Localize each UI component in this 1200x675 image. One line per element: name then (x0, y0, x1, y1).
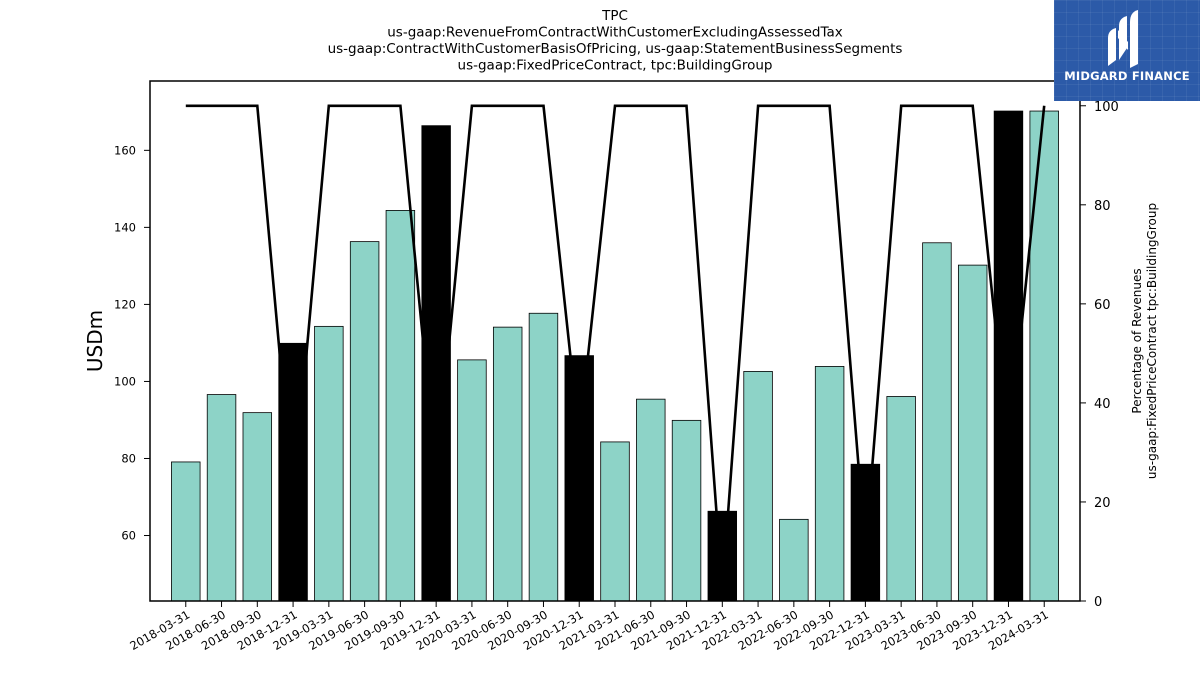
bar (171, 461, 201, 602)
bar (349, 241, 380, 602)
bar (636, 398, 666, 602)
right-axis-ticks: 0 20 40 60 80 100 (1080, 100, 1119, 610)
bar (779, 518, 809, 602)
midgard-finance-logo: MIDGARD FINANCE (1054, 0, 1200, 101)
y2-axis-label-line: us-gaap:FixedPriceContract tpc:BuildingG… (1145, 203, 1159, 479)
bar (922, 242, 952, 602)
midgard-logo-icon (1108, 10, 1138, 68)
line-series (185, 104, 1046, 592)
bar (492, 326, 523, 602)
bar (457, 359, 487, 602)
bar-series (171, 110, 1059, 602)
bar (564, 355, 594, 602)
bar (814, 366, 845, 602)
y-tick-label: 60 (121, 529, 136, 543)
title-line: TPC (601, 8, 628, 24)
bar (671, 419, 702, 602)
y2-tick-label: 20 (1094, 496, 1111, 511)
percentage-line (185, 104, 1046, 592)
y2-tick-label: 0 (1094, 595, 1102, 610)
chart-title: TPCus-gaap:RevenueFromContractWithCustom… (328, 8, 903, 74)
y-tick-label: 80 (121, 451, 136, 465)
y2-axis-label-line: Percentage of Revenues (1130, 268, 1144, 413)
x-axis-ticks: 2018-03-312018-06-302018-09-302018-12-31… (127, 601, 1051, 653)
y2-tick-label: 40 (1094, 397, 1111, 412)
bar (242, 412, 273, 602)
bar (206, 394, 237, 602)
bar (528, 312, 559, 602)
y-tick-label: 140 (114, 220, 136, 234)
bar (743, 371, 773, 602)
y-tick-label: 100 (114, 374, 136, 388)
y-axis-label: USDm (83, 310, 107, 372)
title-line: us-gaap:FixedPriceContract, tpc:Building… (458, 58, 773, 74)
bar (600, 441, 630, 602)
logo-text: MIDGARD FINANCE (1064, 69, 1190, 83)
y2-tick-label: 80 (1094, 199, 1111, 214)
bar (1029, 110, 1059, 602)
bar (850, 463, 881, 602)
title-line: us-gaap:RevenueFromContractWithCustomerE… (387, 25, 843, 41)
y-tick-label: 160 (114, 143, 136, 157)
title-line: us-gaap:ContractWithCustomerBasisOfPrici… (328, 41, 903, 57)
left-axis-ticks: 60 80 100 120 140 160 (114, 143, 150, 543)
y-tick-label: 120 (114, 297, 136, 311)
bar (314, 325, 344, 602)
right-axis-label: Percentage of Revenues us-gaap:FixedPrice… (1130, 203, 1159, 479)
bar (385, 210, 416, 602)
bar (421, 125, 451, 602)
bar (957, 264, 988, 602)
y2-tick-label: 100 (1094, 100, 1119, 115)
bar (707, 510, 738, 602)
bar (886, 396, 916, 602)
y2-tick-label: 60 (1094, 298, 1111, 313)
